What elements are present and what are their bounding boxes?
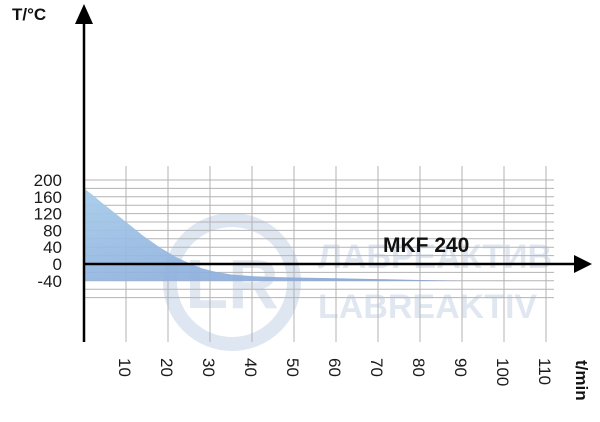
x-tick-label: 80: [409, 358, 428, 377]
y-tick-label: -40: [37, 272, 62, 291]
x-tick-label: 110: [535, 358, 554, 385]
axes: [75, 4, 592, 342]
x-tick-label: 60: [325, 358, 344, 377]
cooling-area: [84, 188, 462, 281]
y-tick-label: 80: [43, 221, 62, 240]
y-tick-label: 120: [34, 205, 62, 224]
cooling-area-fill: [84, 188, 462, 281]
y-tick-label: 200: [34, 171, 62, 190]
watermark-logo-text: LR: [185, 245, 278, 323]
model-annotation: MKF 240: [383, 234, 469, 257]
x-tick-label: 100: [493, 358, 512, 386]
watermark-line2: LABREAKTIV: [318, 288, 537, 326]
watermark: LR ЛАБРЕАКТИВ LABREAKTIV: [163, 213, 552, 351]
x-tick-label: 40: [241, 358, 260, 377]
x-tick-labels: 10 20 30 40 50 60 70 80 90 100 110: [115, 358, 554, 386]
y-axis-title: T/°C: [12, 5, 46, 24]
x-tick-label: 30: [199, 358, 218, 377]
x-tick-label: 90: [451, 358, 470, 377]
x-tick-label: 20: [157, 358, 176, 377]
y-tick-label: 0: [53, 255, 62, 274]
y-tick-label: 160: [34, 188, 62, 207]
y-axis-arrow: [75, 4, 93, 24]
x-tick-label: 70: [367, 358, 386, 377]
y-tick-label: 40: [43, 238, 62, 257]
x-axis-arrow: [574, 255, 592, 273]
watermark-line1: ЛАБРЕАКТИВ: [318, 238, 552, 276]
x-axis-title: t/min: [572, 360, 591, 401]
x-tick-label: 10: [115, 358, 134, 377]
x-tick-label: 50: [283, 358, 302, 377]
